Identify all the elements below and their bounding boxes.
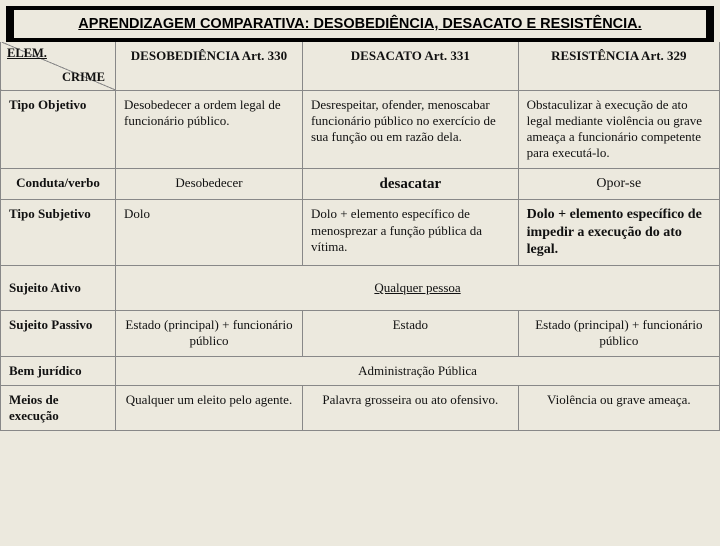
row-tipo-objetivo: Tipo Objetivo Desobedecer a ordem legal …	[1, 90, 720, 168]
slide: APRENDIZAGEM COMPARATIVA: DESOBEDIÊNCIA,…	[0, 6, 720, 546]
cell-sujeito-ativo: Qualquer pessoa	[116, 265, 720, 310]
header-resistencia: RESISTÊNCIA Art. 329	[518, 42, 719, 90]
label-meios: Meios de execução	[1, 385, 116, 431]
slide-title: APRENDIZAGEM COMPARATIVA: DESOBEDIÊNCIA,…	[14, 10, 706, 38]
header-row: ELEM. CRIME DESOBEDIÊNCIA Art. 330 DESAC…	[1, 42, 720, 90]
row-bem-juridico: Bem jurídico Administração Pública	[1, 356, 720, 385]
header-elem-crime: ELEM. CRIME	[1, 42, 116, 90]
row-sujeito-ativo: Sujeito Ativo Qualquer pessoa	[1, 265, 720, 310]
row-meios: Meios de execução Qualquer um eleito pel…	[1, 385, 720, 431]
cell-sujeito-passivo-c2: Estado	[302, 311, 518, 357]
label-bem-juridico: Bem jurídico	[1, 356, 116, 385]
header-crime: CRIME	[62, 70, 105, 86]
cell-tipo-objetivo-c1: Desobedecer a ordem legal de funcionário…	[116, 90, 303, 168]
cell-meios-c1: Qualquer um eleito pelo agente.	[116, 385, 303, 431]
label-sujeito-ativo: Sujeito Ativo	[1, 265, 116, 310]
comparison-table: ELEM. CRIME DESOBEDIÊNCIA Art. 330 DESAC…	[0, 42, 720, 431]
cell-bem-juridico: Administração Pública	[116, 356, 720, 385]
row-conduta: Conduta/verbo Desobedecer desacatar Opor…	[1, 168, 720, 200]
row-tipo-subjetivo: Tipo Subjetivo Dolo Dolo + elemento espe…	[1, 200, 720, 266]
cell-tipo-subjetivo-c3: Dolo + elemento específico de impedir a …	[518, 200, 719, 266]
header-desacato: DESACATO Art. 331	[302, 42, 518, 90]
cell-tipo-objetivo-c2: Desrespeitar, ofender, menoscabar funcio…	[302, 90, 518, 168]
header-elem: ELEM.	[7, 46, 47, 62]
label-tipo-subjetivo: Tipo Subjetivo	[1, 200, 116, 266]
label-sujeito-passivo: Sujeito Passivo	[1, 311, 116, 357]
header-desobediencia: DESOBEDIÊNCIA Art. 330	[116, 42, 303, 90]
cell-tipo-subjetivo-c1: Dolo	[116, 200, 303, 266]
cell-meios-c2: Palavra grosseira ou ato ofensivo.	[302, 385, 518, 431]
cell-meios-c3: Violência ou grave ameaça.	[518, 385, 719, 431]
title-bar: APRENDIZAGEM COMPARATIVA: DESOBEDIÊNCIA,…	[6, 6, 714, 42]
cell-conduta-c2: desacatar	[302, 168, 518, 200]
cell-tipo-subjetivo-c2: Dolo + elemento específico de menospreza…	[302, 200, 518, 266]
cell-conduta-c1: Desobedecer	[116, 168, 303, 200]
label-conduta: Conduta/verbo	[1, 168, 116, 200]
cell-conduta-c3: Opor-se	[518, 168, 719, 200]
label-tipo-objetivo: Tipo Objetivo	[1, 90, 116, 168]
cell-sujeito-passivo-c1: Estado (principal) + funcionário público	[116, 311, 303, 357]
cell-sujeito-passivo-c3: Estado (principal) + funcionário público	[518, 311, 719, 357]
cell-tipo-objetivo-c3: Obstaculizar à execução de ato legal med…	[518, 90, 719, 168]
row-sujeito-passivo: Sujeito Passivo Estado (principal) + fun…	[1, 311, 720, 357]
